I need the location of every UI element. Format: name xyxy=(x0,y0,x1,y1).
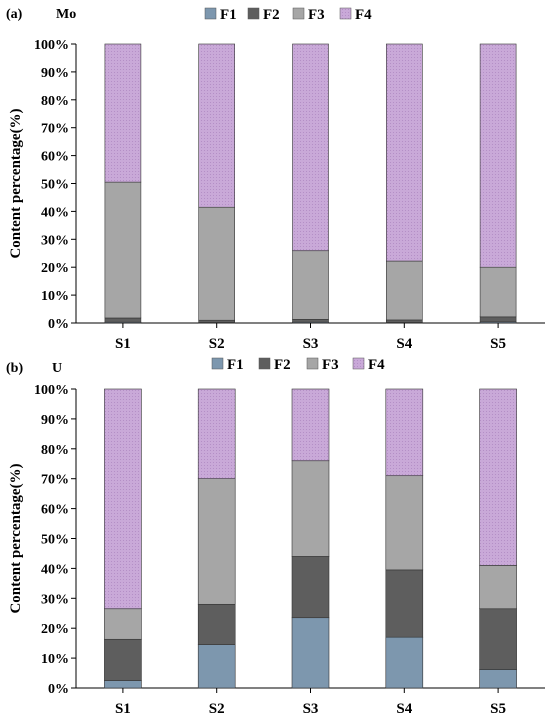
y-tick-label: 80% xyxy=(41,443,69,458)
bar-segment-f4-s3 xyxy=(292,43,329,252)
bar-segment-f4-s5 xyxy=(479,388,517,566)
y-tick-label: 90% xyxy=(41,66,69,81)
y-tick-label: 50% xyxy=(41,533,69,548)
x-tick-label: S2 xyxy=(209,336,225,352)
legend-swatch-f3 xyxy=(306,357,319,370)
y-tick-label: 60% xyxy=(41,150,69,165)
legend-swatch-f1 xyxy=(204,7,217,20)
bar-segment-f2-s2 xyxy=(197,603,236,645)
bar-segment-f3-s3 xyxy=(291,460,330,557)
legend-label-f3: F3 xyxy=(308,7,325,23)
y-tick-label: 20% xyxy=(41,622,69,637)
x-tick-label: S3 xyxy=(303,701,319,717)
bar-segment-f2-s3 xyxy=(292,319,329,323)
bar-segment-f3-s5 xyxy=(479,266,517,318)
legend-label-f1: F1 xyxy=(220,7,237,23)
legend-swatch-f4 xyxy=(352,357,365,370)
bar-segment-f4-s1 xyxy=(104,388,142,610)
bar-segment-f2-s1 xyxy=(104,317,142,323)
y-axis-label: Content percentage(%) xyxy=(8,108,24,258)
bar-segment-f2-s1 xyxy=(104,638,142,681)
y-tick-label: 0% xyxy=(48,682,69,697)
y-tick-label: 10% xyxy=(41,652,69,667)
bar-segment-f3-s5 xyxy=(479,565,517,610)
y-axis-label: Content percentage(%) xyxy=(8,463,24,613)
y-tick-label: 90% xyxy=(41,413,69,428)
y-tick-label: 10% xyxy=(41,289,69,304)
y-tick-label: 40% xyxy=(41,205,69,220)
bar-segment-f4-s2 xyxy=(198,43,235,208)
panel-label: (a) xyxy=(6,7,23,22)
panel-label: (b) xyxy=(6,361,23,376)
y-tick-label: 20% xyxy=(41,261,69,276)
bar-segment-f4-s4 xyxy=(385,43,423,262)
legend-label-f4: F4 xyxy=(355,7,372,23)
legend-swatch-f1 xyxy=(211,357,224,370)
bar-segment-f1-s2 xyxy=(197,644,236,689)
bar-segment-f1-s1 xyxy=(104,680,142,689)
y-tick-label: 70% xyxy=(41,473,69,488)
legend-swatch-f4 xyxy=(339,7,352,20)
y-tick-label: 100% xyxy=(34,383,69,398)
legend-label-f4: F4 xyxy=(368,357,385,373)
legend-swatch-f2 xyxy=(247,7,260,20)
bar-segment-f4-s4 xyxy=(385,388,424,477)
bar-segment-f3-s3 xyxy=(292,250,329,320)
x-tick-label: S2 xyxy=(209,701,225,717)
legend-label-f1: F1 xyxy=(227,357,244,373)
y-tick-label: 50% xyxy=(41,178,69,193)
bar-segment-f4-s2 xyxy=(197,388,236,479)
bar-segment-f2-s3 xyxy=(291,556,330,619)
element-label: Mo xyxy=(56,7,76,22)
legend-label-f2: F2 xyxy=(274,357,291,373)
y-tick-label: 40% xyxy=(41,562,69,577)
bar-segment-f3-s4 xyxy=(385,260,423,321)
bar-segment-f2-s2 xyxy=(198,319,235,323)
chart-panel-a: (a) Mo 0% 10% 20% 30% 40% 50% 60% 70% 80% 90% 100% Co… xyxy=(6,7,545,352)
bar-segment-f3-s2 xyxy=(198,206,235,321)
legend-label-f2: F2 xyxy=(263,7,280,23)
x-tick-label: S4 xyxy=(396,336,412,352)
y-tick-label: 70% xyxy=(41,122,69,137)
y-tick-label: 0% xyxy=(48,317,69,332)
legend-label-f3: F3 xyxy=(322,357,339,373)
element-label: U xyxy=(52,361,62,376)
x-tick-label: S3 xyxy=(303,336,319,352)
bar-segment-f3-s2 xyxy=(197,478,236,605)
y-tick-label: 80% xyxy=(41,94,69,109)
y-tick-label: 30% xyxy=(41,233,69,248)
y-tick-label: 100% xyxy=(34,38,69,53)
bar-segment-f2-s4 xyxy=(385,569,424,638)
bar-segment-f4-s1 xyxy=(104,43,142,183)
bar-segment-f1-s4 xyxy=(385,636,424,689)
bar-segment-f4-s3 xyxy=(291,388,330,462)
bar-segment-f2-s5 xyxy=(479,608,517,670)
bar-segment-f2-s5 xyxy=(479,316,517,323)
bar-segment-f2-s4 xyxy=(385,319,423,323)
legend-swatch-f2 xyxy=(258,357,271,370)
x-tick-label: S1 xyxy=(115,701,131,717)
bar-segment-f1-s3 xyxy=(291,617,330,689)
bar-segment-f1-s5 xyxy=(479,669,517,689)
bar-segment-f3-s1 xyxy=(104,181,142,319)
y-tick-label: 30% xyxy=(41,592,69,607)
y-tick-label: 60% xyxy=(41,503,69,518)
x-tick-label: S4 xyxy=(396,701,412,717)
bar-segment-f4-s5 xyxy=(479,43,517,268)
x-tick-label: S1 xyxy=(115,336,131,352)
bar-segment-f3-s4 xyxy=(385,475,424,571)
x-tick-label: S5 xyxy=(490,336,506,352)
legend-swatch-f3 xyxy=(292,7,305,20)
chart-panel-b: (b) U 0% 10% 20% 30% 40% 50% 60% 70% 80% 90% 100% Con… xyxy=(6,357,545,717)
bar-segment-f3-s1 xyxy=(104,608,142,640)
x-tick-label: S5 xyxy=(490,701,506,717)
